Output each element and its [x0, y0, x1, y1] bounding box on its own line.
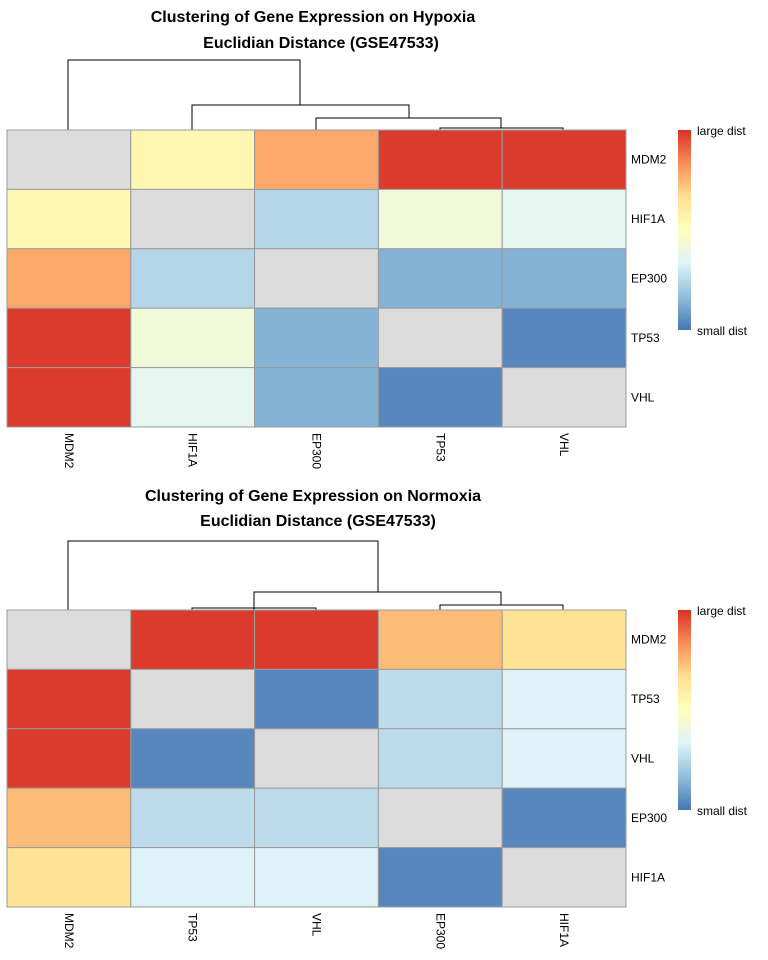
heatmap-cell-VHL-HIF1A: [130, 367, 256, 428]
column-label: MDM2: [62, 433, 76, 469]
row-labels-hypoxia: MDM2 HIF1A EP300 TP53 VHL: [631, 153, 667, 405]
row-label: VHL: [631, 390, 655, 404]
legend-high-label: large dist: [697, 604, 746, 618]
heatmap-cell-VHL-MDM2: [6, 367, 132, 428]
heatmap-cell-VHL-VHL: [254, 728, 379, 789]
chart-subtitle-normoxia: Euclidian Distance (GSE47533): [200, 513, 436, 530]
heatmap-cell-TP53-TP53: [377, 307, 503, 369]
heatmap-cell-EP300-EP300: [377, 787, 503, 849]
legend-gradient-bar: [678, 610, 691, 810]
heatmap-cell-TP53-EP300: [377, 668, 503, 730]
heatmap-cell-MDM2-MDM2: [6, 129, 132, 190]
heatmap-cell-MDM2-HIF1A: [130, 129, 256, 190]
heatmap-cell-MDM2-MDM2: [6, 609, 132, 670]
heatmap-cell-TP53-VHL: [254, 668, 379, 730]
heatmap-cell-VHL-TP53: [377, 367, 503, 428]
column-label: HIF1A: [186, 433, 200, 467]
column-label: VHL: [557, 433, 571, 457]
heatmap-cell-EP300-VHL: [501, 248, 627, 309]
heatmap-cell-MDM2-VHL: [501, 129, 627, 190]
legend-low-label: small dist: [697, 804, 748, 818]
heatmap-cell-MDM2-HIF1A: [501, 609, 627, 670]
column-label: EP300: [433, 913, 447, 949]
row-label: HIF1A: [631, 212, 665, 226]
heatmap-cells-hypoxia: [6, 129, 627, 428]
heatmap-cell-TP53-HIF1A: [501, 668, 627, 730]
heatmap-panel-hypoxia: Clustering of Gene Expression on Hypoxia…: [6, 9, 748, 469]
row-label: EP300: [631, 811, 667, 825]
row-label: EP300: [631, 272, 667, 286]
heatmap-cell-EP300-MDM2: [6, 787, 132, 849]
heatmap-cell-VHL-MDM2: [6, 728, 132, 789]
heatmap-cell-VHL-EP300: [377, 728, 503, 789]
heatmap-cell-HIF1A-MDM2: [6, 847, 132, 908]
heatmap-cell-EP300-HIF1A: [130, 248, 256, 309]
row-label: HIF1A: [631, 870, 665, 884]
column-label: VHL: [310, 913, 324, 937]
heatmap-cell-HIF1A-TP53: [130, 847, 256, 908]
heatmap-cell-EP300-TP53: [377, 248, 503, 309]
heatmap-cell-EP300-EP300: [254, 248, 379, 309]
heatmap-cell-EP300-HIF1A: [501, 787, 627, 849]
heatmap-cell-TP53-MDM2: [6, 307, 132, 369]
chart-subtitle-hypoxia: Euclidian Distance (GSE47533): [203, 35, 439, 52]
legend-high-label: large dist: [697, 124, 746, 138]
column-dendrogram-hypoxia: [67, 59, 564, 130]
heatmap-cell-VHL-TP53: [130, 728, 256, 789]
heatmap-cell-TP53-HIF1A: [130, 307, 256, 369]
heatmap-cell-MDM2-TP53: [377, 129, 503, 190]
color-legend-hypoxia: large dist small dist: [678, 124, 748, 338]
heatmap-cell-HIF1A-EP300: [254, 188, 379, 250]
column-dendrogram-normoxia: [67, 540, 564, 610]
row-label: TP53: [631, 331, 660, 345]
chart-title-normoxia: Clustering of Gene Expression on Normoxi…: [145, 488, 481, 505]
row-label: TP53: [631, 692, 660, 706]
row-labels-normoxia: MDM2 TP53 VHL EP300 HIF1A: [631, 633, 667, 885]
heatmap-cell-VHL-HIF1A: [501, 728, 627, 789]
column-labels-hypoxia: MDM2 HIF1A EP300 TP53 VHL: [62, 433, 571, 469]
row-label: VHL: [631, 752, 655, 766]
heatmap-cell-VHL-EP300: [254, 367, 379, 428]
heatmap-cell-HIF1A-HIF1A: [501, 847, 627, 908]
heatmap-cell-HIF1A-VHL: [254, 847, 379, 908]
heatmap-cell-HIF1A-VHL: [501, 188, 627, 250]
column-label: EP300: [310, 433, 324, 469]
row-label: MDM2: [631, 633, 667, 647]
heatmap-cell-HIF1A-MDM2: [6, 188, 132, 250]
heatmap-cell-TP53-VHL: [501, 307, 627, 369]
heatmap-cell-HIF1A-EP300: [377, 847, 503, 908]
heatmap-cell-TP53-MDM2: [6, 668, 132, 730]
legend-gradient-bar: [678, 130, 691, 330]
heatmap-cell-EP300-VHL: [254, 787, 379, 849]
column-label: TP53: [433, 433, 447, 462]
row-label: MDM2: [631, 153, 667, 167]
heatmap-cell-MDM2-EP300: [254, 129, 379, 190]
heatmap-cell-HIF1A-TP53: [377, 188, 503, 250]
heatmap-cell-HIF1A-HIF1A: [130, 188, 256, 250]
heatmap-cells-normoxia: [6, 609, 627, 908]
heatmap-cell-EP300-MDM2: [6, 248, 132, 309]
heatmap-cell-MDM2-VHL: [254, 609, 379, 670]
heatmap-cell-VHL-VHL: [501, 367, 627, 428]
color-legend-normoxia: large dist small dist: [678, 604, 748, 818]
legend-low-label: small dist: [697, 324, 748, 338]
heatmap-cell-TP53-EP300: [254, 307, 379, 369]
heatmap-cell-MDM2-TP53: [130, 609, 256, 670]
column-label: MDM2: [62, 913, 76, 949]
heatmap-cell-TP53-TP53: [130, 668, 256, 730]
heatmap-cell-MDM2-EP300: [377, 609, 503, 670]
heatmap-cell-EP300-TP53: [130, 787, 256, 849]
chart-title-hypoxia: Clustering of Gene Expression on Hypoxia: [151, 9, 476, 26]
column-labels-normoxia: MDM2 TP53 VHL EP300 HIF1A: [62, 913, 571, 949]
column-label: TP53: [186, 913, 200, 942]
heatmap-panel-normoxia: Clustering of Gene Expression on Normoxi…: [6, 488, 748, 949]
column-label: HIF1A: [557, 913, 571, 947]
